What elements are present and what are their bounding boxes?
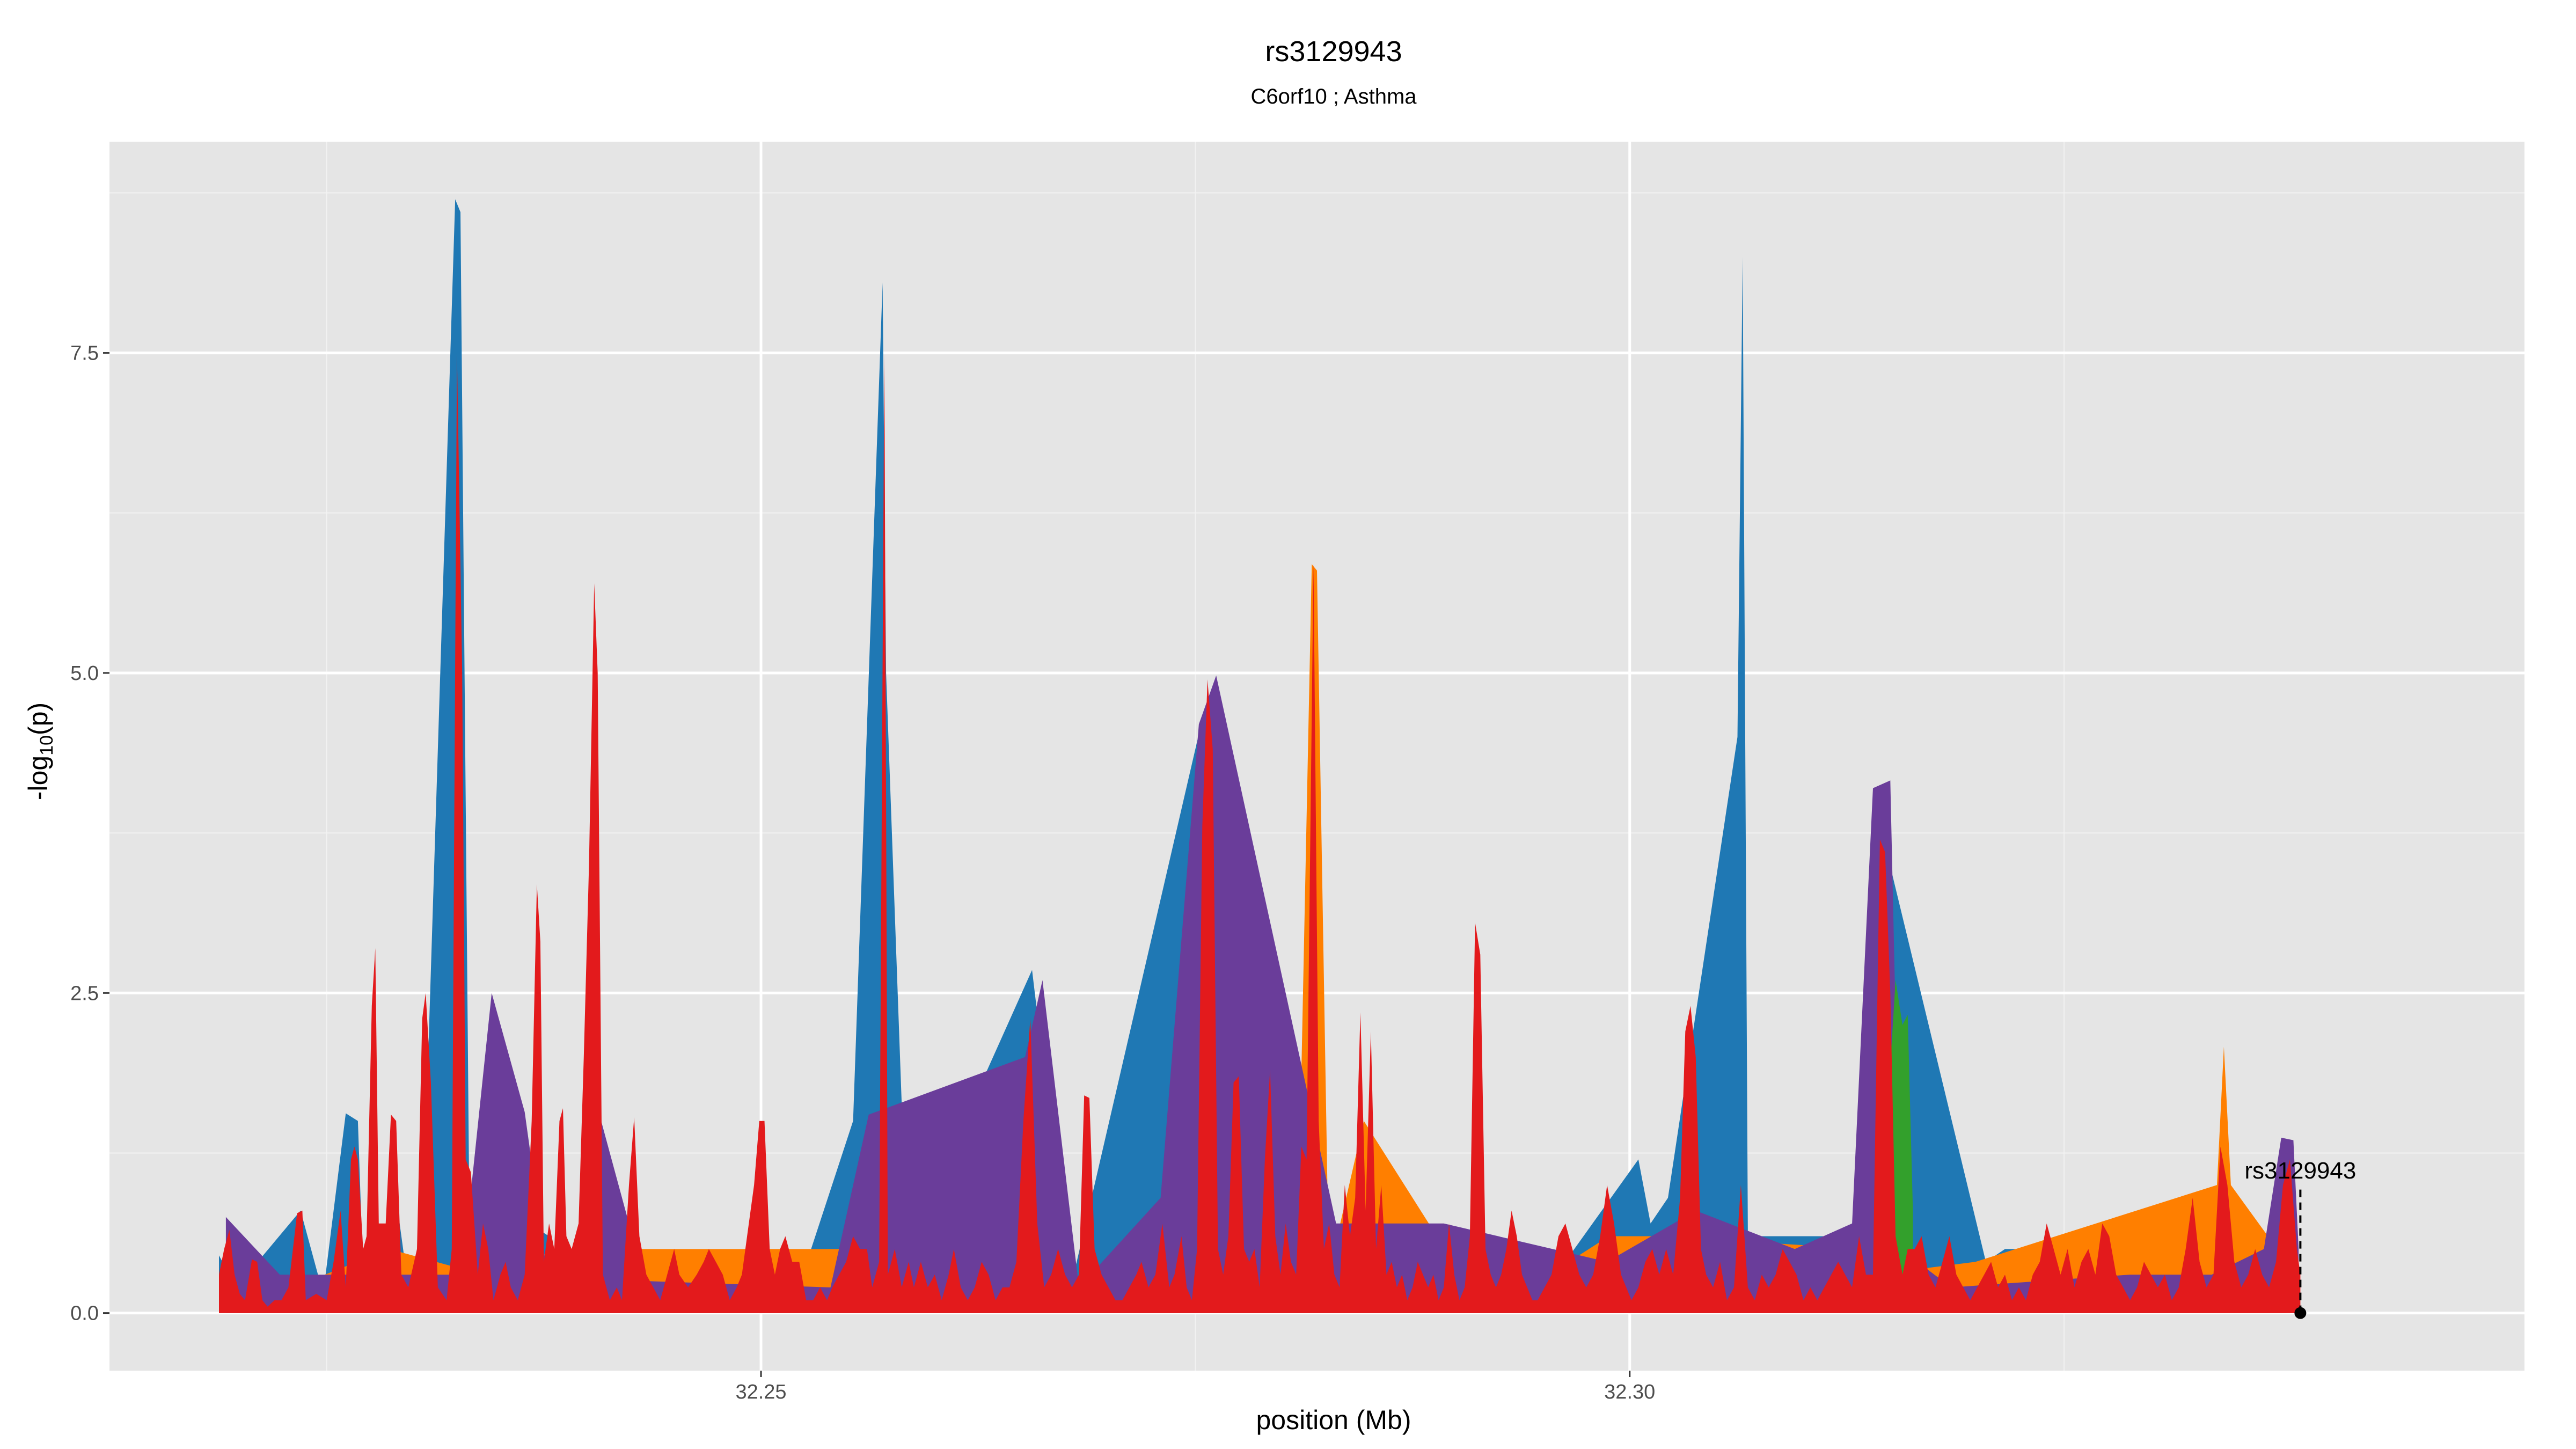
y-axis-title: -log10(p): [23, 702, 57, 800]
series-area-1: [236, 564, 2287, 1313]
x-axis: 32.25 32.30: [735, 1371, 1655, 1403]
chart-title: rs3129943: [1265, 35, 1402, 68]
y-axis-title-tail: (p): [23, 702, 53, 735]
annotation-point: [2294, 1307, 2307, 1319]
y-axis: 0.0 2.5 5.0 7.5: [70, 342, 109, 1325]
y-axis-title-main: -log: [23, 756, 53, 800]
series-area-4: [219, 353, 2301, 1313]
chart-subtitle: C6orf10 ; Asthma: [1250, 85, 1417, 108]
y-tick-label: 5.0: [70, 662, 99, 685]
y-tick-label: 2.5: [70, 982, 99, 1005]
series-areas: [219, 199, 2301, 1313]
y-axis-title-subscript: 10: [36, 735, 57, 756]
series-area-2: [225, 675, 2299, 1313]
annotation-label: rs3129943: [2244, 1158, 2356, 1184]
y-tick-label: 0.0: [70, 1302, 99, 1325]
x-tick-label: 32.30: [1604, 1381, 1655, 1403]
annotation: rs3129943: [2244, 1158, 2356, 1319]
x-axis-title: position (Mb): [1256, 1405, 1411, 1435]
x-tick-label: 32.25: [735, 1381, 786, 1403]
y-tick-label: 7.5: [70, 342, 99, 365]
